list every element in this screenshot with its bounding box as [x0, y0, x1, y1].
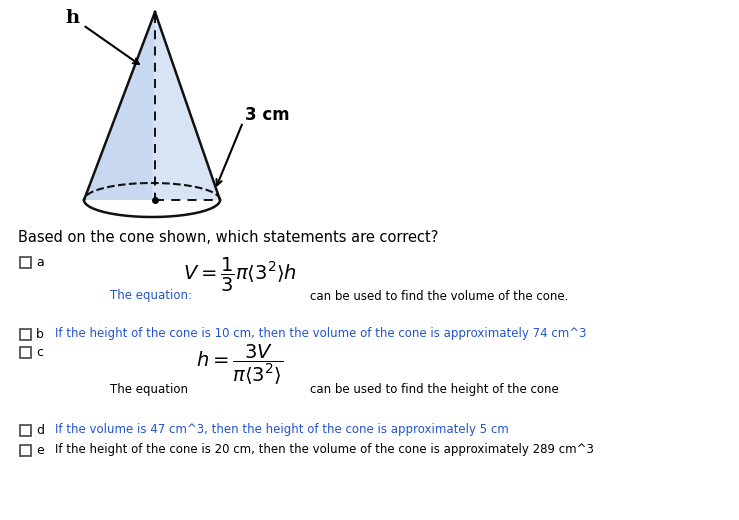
Text: The equation: The equation	[110, 384, 188, 396]
Text: c: c	[36, 345, 43, 358]
Text: a: a	[36, 255, 44, 268]
Polygon shape	[84, 12, 220, 200]
Bar	[20, 256, 31, 267]
Text: $h = \dfrac{3V}{\pi\langle 3^2\rangle}$: $h = \dfrac{3V}{\pi\langle 3^2\rangle}$	[197, 343, 284, 387]
Text: 3 cm: 3 cm	[245, 106, 290, 124]
Text: b: b	[36, 328, 44, 341]
Text: If the volume is 47 cm^3, then the height of the cone is approximately 5 cm: If the volume is 47 cm^3, then the heigh…	[55, 423, 508, 436]
Text: e: e	[36, 444, 44, 457]
Bar	[20, 346, 31, 358]
Text: can be used to find the height of the cone: can be used to find the height of the co…	[310, 384, 559, 396]
Bar	[20, 424, 31, 436]
Bar	[20, 329, 31, 340]
Text: If the height of the cone is 10 cm, then the volume of the cone is approximately: If the height of the cone is 10 cm, then…	[55, 328, 587, 341]
Text: Based on the cone shown, which statements are correct?: Based on the cone shown, which statement…	[18, 229, 438, 244]
Bar	[20, 445, 31, 456]
Text: can be used to find the volume of the cone.: can be used to find the volume of the co…	[310, 290, 568, 303]
Text: h: h	[65, 9, 79, 27]
Text: The equation:: The equation:	[110, 290, 192, 303]
Text: If the height of the cone is 20 cm, then the volume of the cone is approximately: If the height of the cone is 20 cm, then…	[55, 444, 594, 457]
Polygon shape	[152, 12, 220, 200]
Text: $V = \dfrac{1}{3}\pi\langle 3^2\rangle h$: $V = \dfrac{1}{3}\pi\langle 3^2\rangle h…	[183, 256, 297, 294]
Text: d: d	[36, 423, 44, 436]
